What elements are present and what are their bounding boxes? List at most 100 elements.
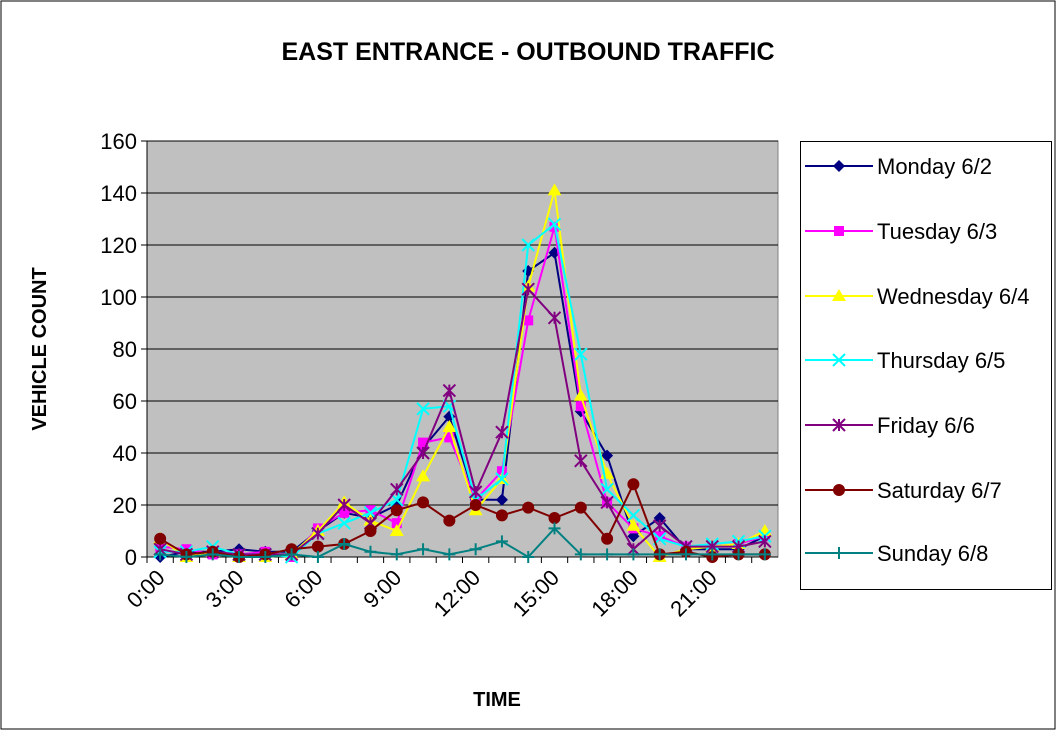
marker bbox=[574, 548, 587, 561]
y-tick-label: 60 bbox=[113, 389, 137, 414]
marker bbox=[833, 160, 845, 172]
marker bbox=[732, 548, 745, 561]
marker bbox=[575, 401, 586, 412]
marker bbox=[521, 282, 535, 296]
legend-swatch bbox=[805, 160, 873, 172]
marker bbox=[443, 514, 456, 527]
marker bbox=[469, 499, 482, 511]
marker bbox=[285, 548, 298, 561]
y-tick-label: 40 bbox=[113, 441, 137, 466]
legend-swatch bbox=[805, 547, 873, 559]
marker bbox=[337, 516, 351, 530]
marker bbox=[601, 548, 614, 561]
legend-item: Wednesday 6/4 bbox=[801, 274, 1053, 334]
marker bbox=[523, 315, 534, 326]
legend-swatch bbox=[805, 226, 873, 236]
marker bbox=[364, 545, 377, 558]
marker bbox=[652, 519, 667, 533]
marker bbox=[626, 518, 641, 531]
marker bbox=[547, 311, 562, 325]
marker bbox=[495, 493, 508, 506]
marker bbox=[758, 548, 771, 561]
y-tick-label: 160 bbox=[100, 129, 137, 154]
marker bbox=[679, 548, 692, 561]
marker bbox=[758, 534, 772, 549]
marker bbox=[468, 485, 483, 499]
x-axis-label: TIME bbox=[473, 689, 521, 711]
marker bbox=[206, 548, 219, 561]
y-tick-label: 120 bbox=[100, 233, 137, 258]
legend-label: Tuesday 6/3 bbox=[877, 219, 998, 244]
marker bbox=[364, 525, 377, 537]
marker bbox=[418, 437, 429, 448]
legend-label: Monday 6/2 bbox=[877, 154, 992, 179]
marker bbox=[495, 472, 509, 486]
marker bbox=[547, 183, 562, 196]
marker bbox=[521, 238, 535, 252]
marker bbox=[416, 402, 430, 416]
marker bbox=[443, 548, 456, 561]
marker bbox=[442, 383, 457, 398]
marker bbox=[574, 501, 587, 514]
marker bbox=[416, 469, 431, 482]
y-tick-label: 100 bbox=[100, 285, 137, 310]
legend-swatch bbox=[805, 353, 873, 367]
marker bbox=[627, 478, 640, 491]
marker bbox=[522, 501, 535, 514]
marker bbox=[495, 509, 508, 522]
marker bbox=[495, 535, 508, 548]
marker bbox=[832, 289, 846, 301]
marker bbox=[601, 449, 614, 462]
legend-item: Sunday 6/8 bbox=[801, 531, 1053, 591]
marker bbox=[180, 551, 193, 563]
legend-swatch bbox=[805, 418, 873, 432]
marker bbox=[233, 551, 246, 563]
marker bbox=[833, 484, 845, 496]
marker bbox=[337, 498, 351, 512]
marker bbox=[600, 482, 614, 497]
marker bbox=[832, 418, 846, 432]
legend-label: Sunday 6/8 bbox=[877, 541, 989, 566]
y-tick-label: 0 bbox=[125, 545, 137, 570]
marker bbox=[548, 512, 561, 524]
marker bbox=[154, 532, 167, 545]
legend-label: Saturday 6/7 bbox=[877, 478, 1002, 503]
legend-label: Thursday 6/5 bbox=[877, 348, 1006, 373]
marker bbox=[444, 432, 455, 443]
marker bbox=[834, 226, 844, 236]
marker bbox=[495, 425, 509, 439]
marker bbox=[627, 548, 640, 561]
marker bbox=[653, 512, 666, 524]
marker bbox=[574, 454, 588, 468]
marker bbox=[626, 508, 641, 523]
marker bbox=[154, 548, 167, 561]
marker bbox=[547, 217, 562, 231]
marker bbox=[574, 347, 588, 361]
y-axis-label: VEHICLE COUNT bbox=[29, 267, 51, 430]
marker bbox=[442, 420, 457, 432]
marker bbox=[311, 540, 324, 553]
y-tick-label: 140 bbox=[100, 181, 137, 206]
legend: Monday 6/2 Tuesday 6/3 Wednesday 6/4 Thursd… bbox=[800, 141, 1052, 590]
legend-item: Saturday 6/7 bbox=[801, 468, 1053, 528]
marker bbox=[653, 548, 666, 561]
legend-label: Wednesday 6/4 bbox=[877, 284, 1030, 309]
marker bbox=[390, 548, 403, 561]
marker bbox=[365, 505, 376, 516]
marker bbox=[338, 538, 351, 550]
chart-title: EAST ENTRANCE - OUTBOUND TRAFFIC bbox=[281, 38, 774, 66]
marker bbox=[417, 496, 430, 509]
marker bbox=[833, 547, 845, 559]
marker bbox=[259, 551, 272, 563]
legend-item: Monday 6/2 bbox=[801, 144, 1053, 204]
marker bbox=[391, 518, 402, 529]
marker bbox=[706, 548, 719, 561]
marker bbox=[416, 446, 430, 460]
marker bbox=[389, 524, 404, 536]
marker bbox=[417, 543, 430, 556]
marker bbox=[573, 388, 588, 401]
marker bbox=[548, 522, 561, 535]
y-tick-label: 80 bbox=[113, 337, 137, 362]
legend-swatch bbox=[805, 484, 873, 496]
